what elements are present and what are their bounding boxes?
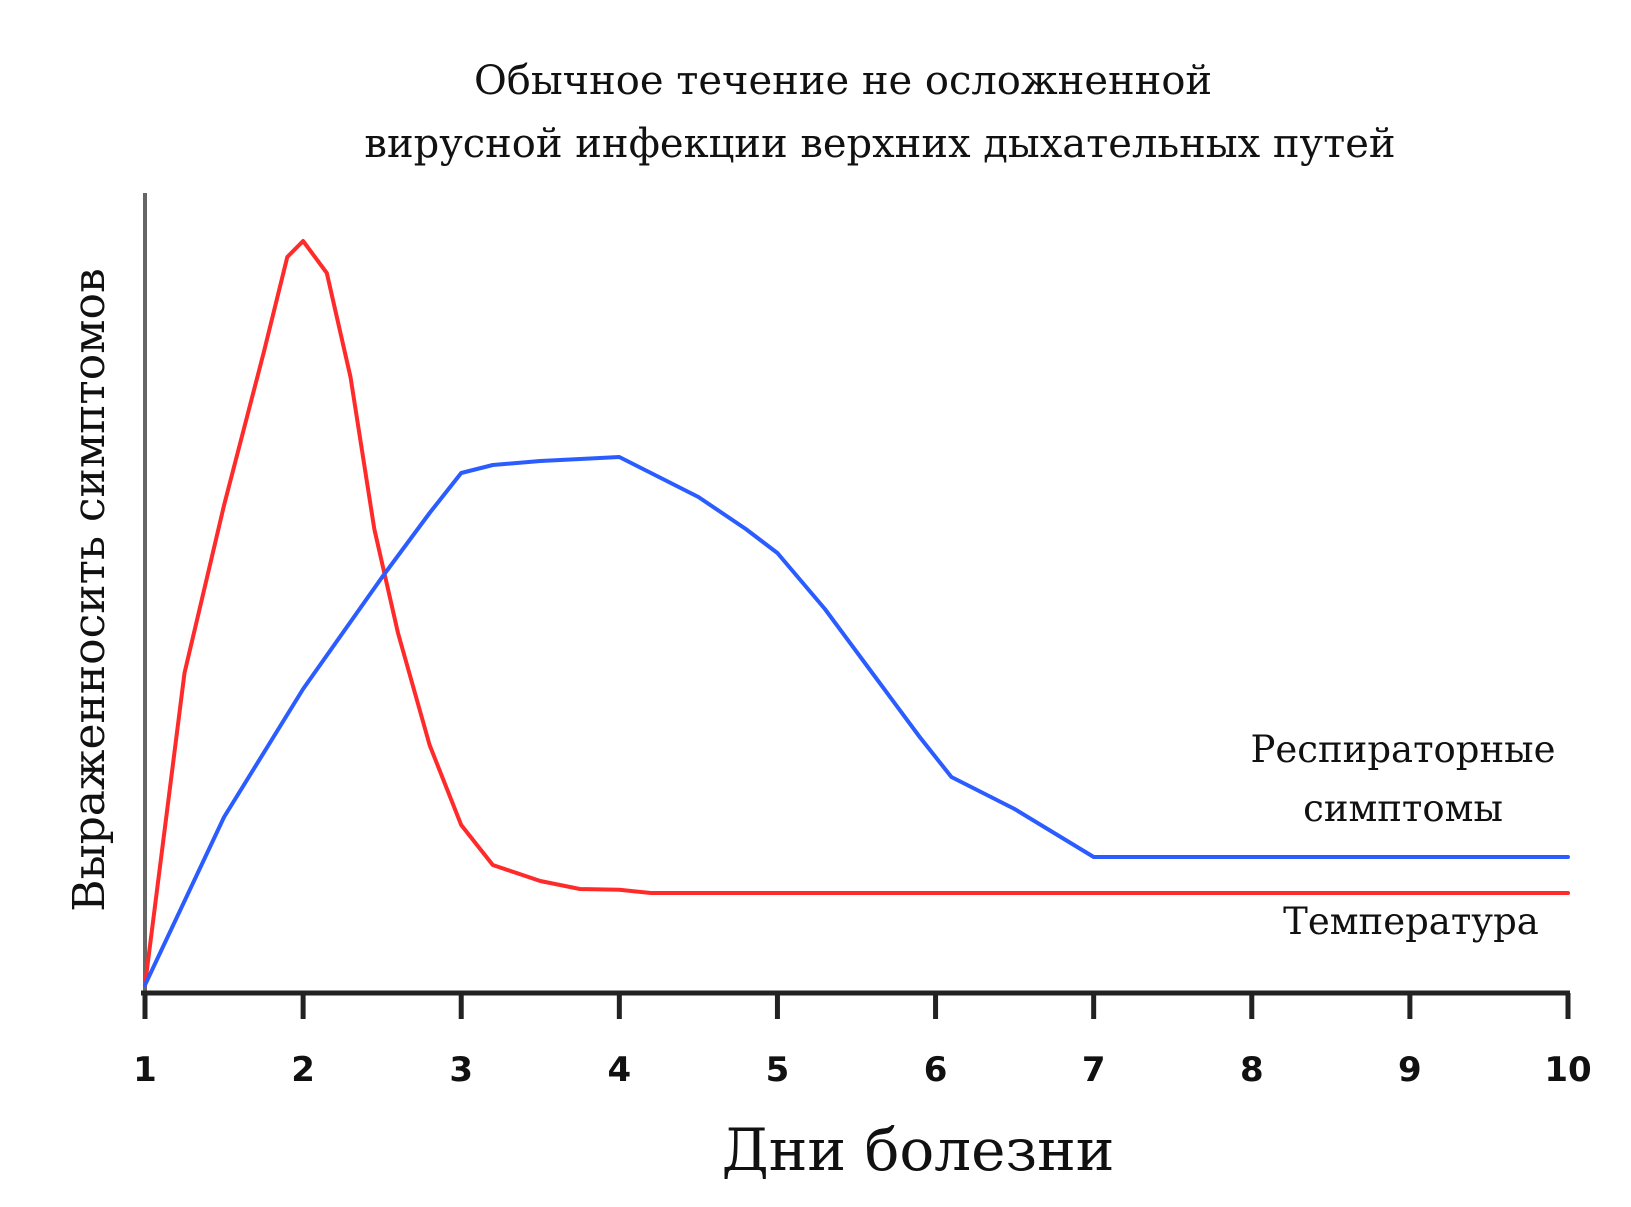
x-axis-label: Дни болезни — [722, 1116, 1115, 1184]
y-axis-label: Выраженносить симптомов — [64, 268, 115, 912]
series-line-temperature — [143, 239, 1570, 987]
x-tick-label: 3 — [449, 1050, 473, 1090]
x-tick-label: 2 — [291, 1050, 315, 1090]
x-tick-label: 5 — [766, 1050, 790, 1090]
x-ticks: 1 2 3 4 5 6 7 8 9 10 — [133, 993, 1592, 1090]
x-tick-label: 10 — [1544, 1050, 1591, 1090]
series-label-respiratory-line-2: симптомы — [1303, 787, 1503, 830]
x-tick-label: 9 — [1398, 1050, 1422, 1090]
series-line-respiratory — [143, 455, 1570, 987]
series-label-respiratory-line-1: Респираторные — [1250, 728, 1555, 771]
series-label-temperature: Температура — [1283, 900, 1539, 943]
x-tick-label: 1 — [133, 1050, 157, 1090]
series-lines — [143, 239, 1570, 987]
x-tick-label: 7 — [1082, 1050, 1106, 1090]
chart-title-line-2: вирусной инфекции верхних дыхательных пу… — [364, 121, 1395, 167]
chart-title-line-1: Обычное течение не осложненной — [474, 58, 1212, 104]
x-tick-label: 8 — [1240, 1050, 1264, 1090]
x-tick-label: 6 — [924, 1050, 948, 1090]
x-tick-label: 4 — [607, 1050, 631, 1090]
